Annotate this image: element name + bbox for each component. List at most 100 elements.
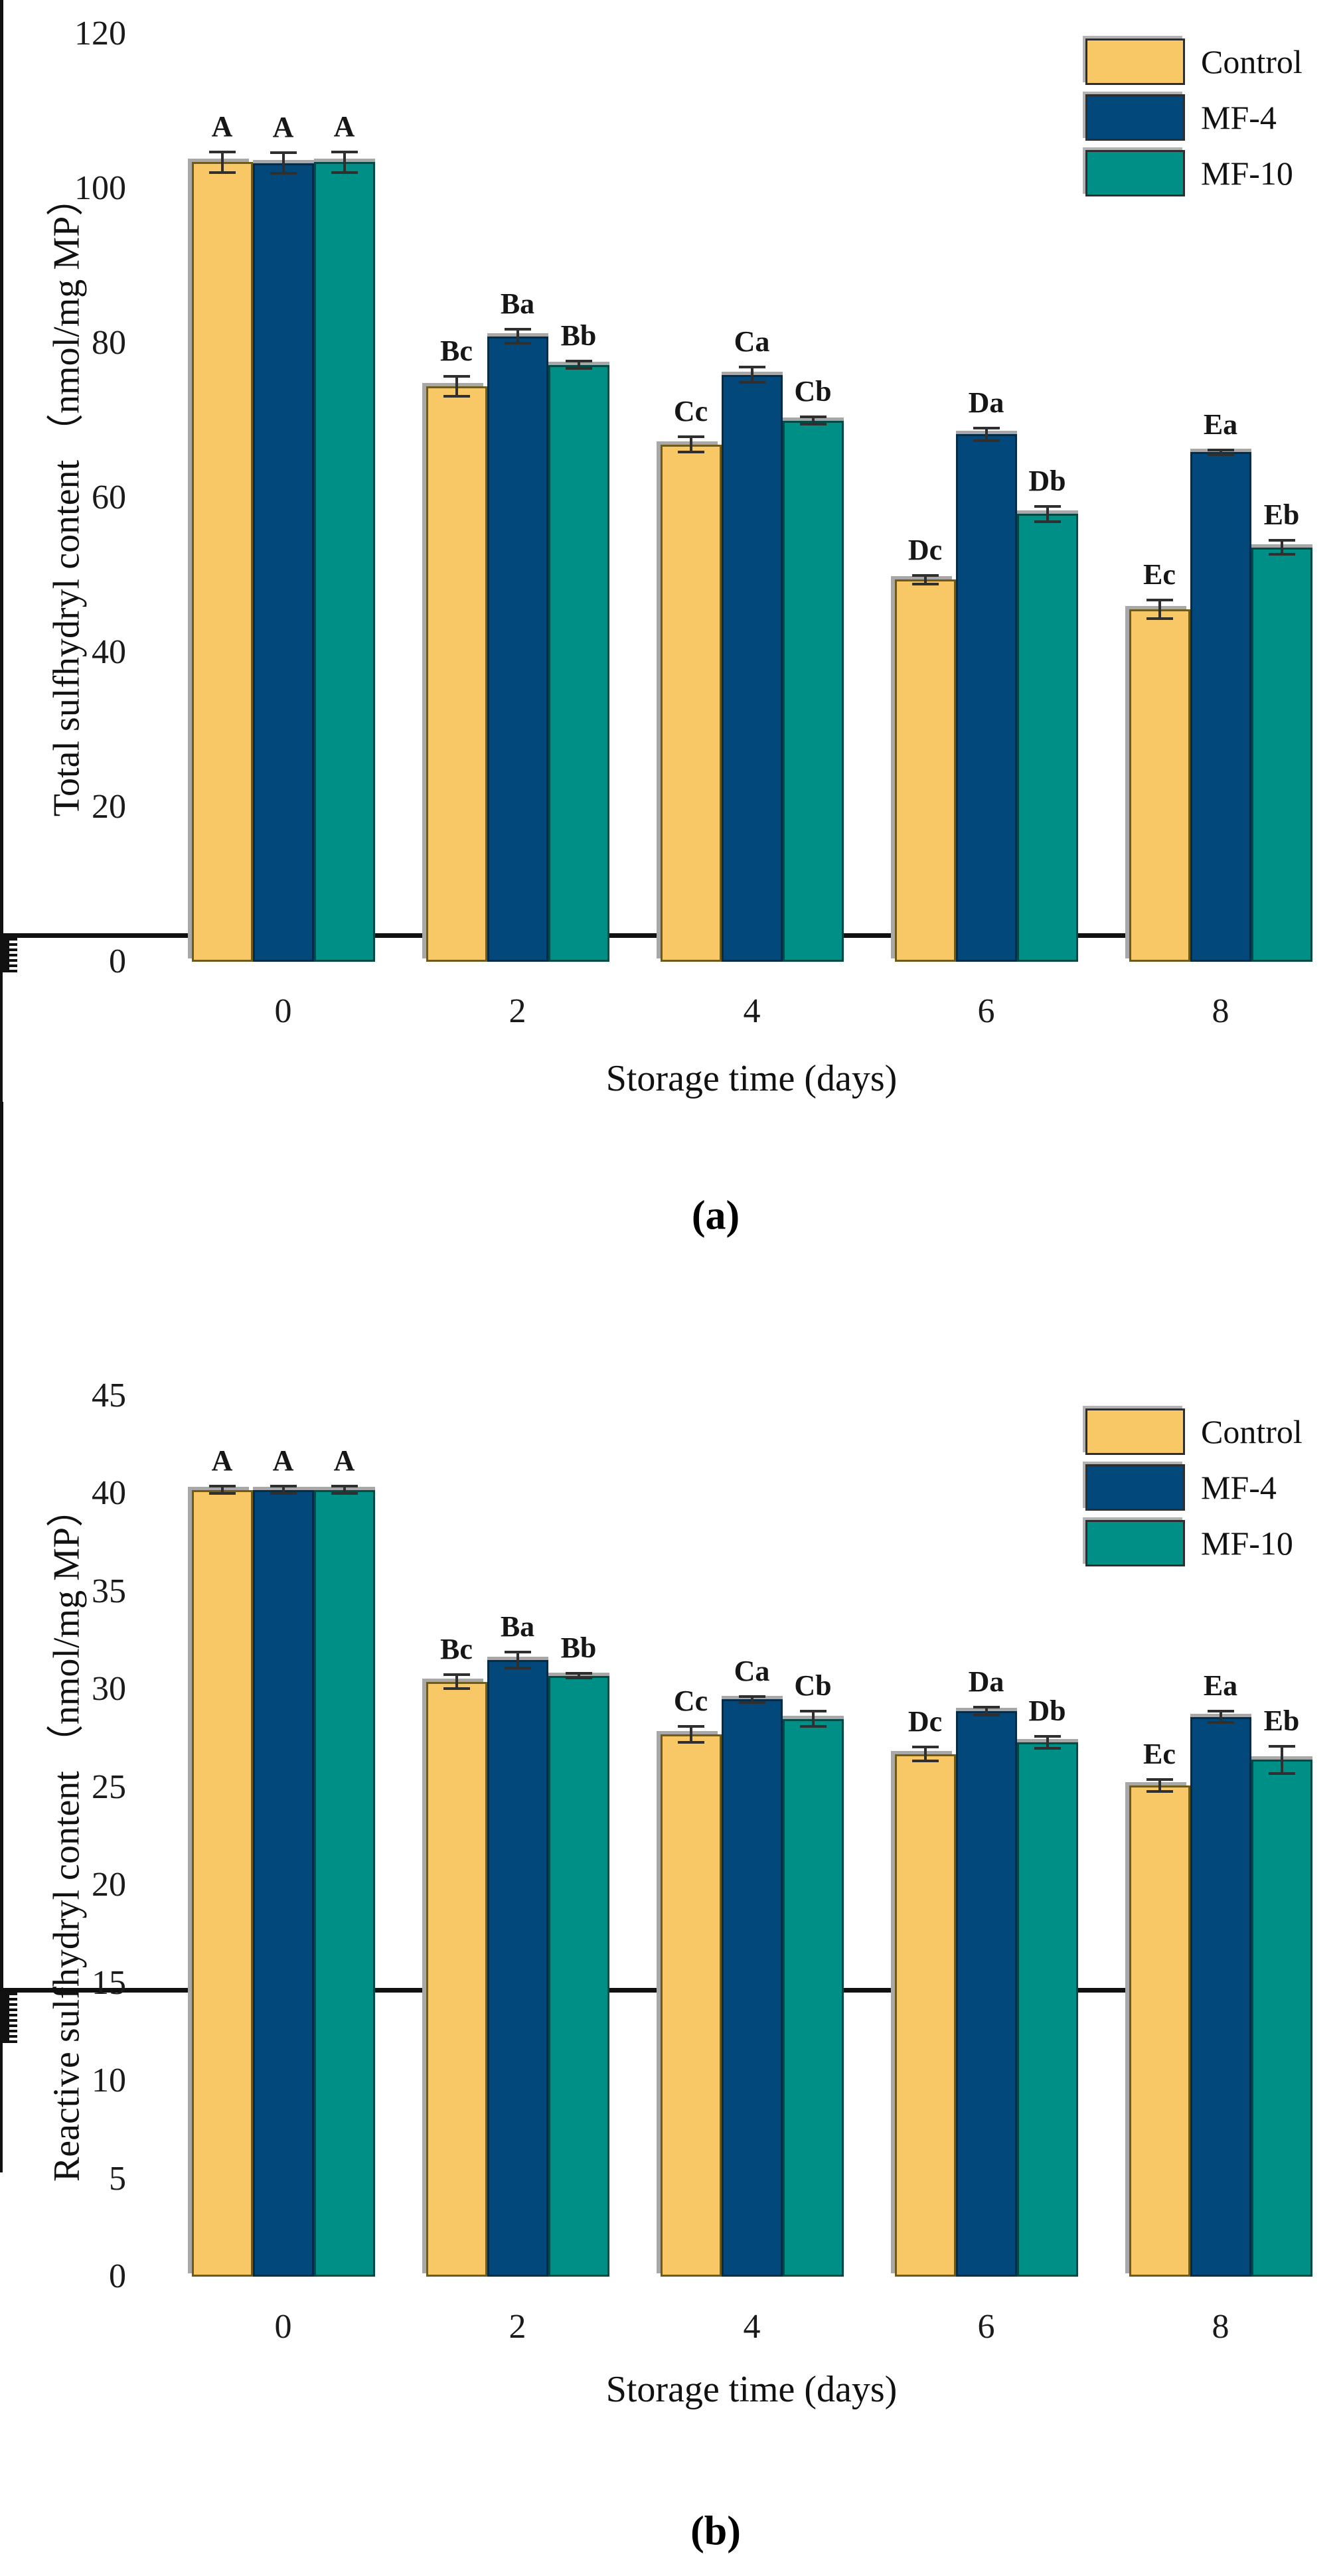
- error-bar-control-day0: [220, 1485, 224, 1494]
- y-major-tick-b: [0, 1993, 17, 1995]
- y-minor-tick-a: [0, 951, 9, 954]
- y-tick-label-a: 80: [92, 324, 126, 362]
- x-minor-tick-a: [0, 1093, 3, 1102]
- x-minor-tick-b: [0, 2129, 3, 2138]
- bar-control-day6: [894, 1754, 956, 2277]
- error-cap-top-mf-4-day6: [973, 427, 1000, 430]
- bar-mf-10-day8: [1251, 1760, 1312, 2277]
- error-cap-bottom-control-day8: [1146, 1789, 1173, 1793]
- x-tick-label-a: 2: [509, 992, 526, 1030]
- error-cap-top-mf-4-day8: [1207, 1709, 1234, 1712]
- y-tick-label-a: 40: [92, 633, 126, 671]
- error-cap-bottom-mf-10-day4: [799, 1725, 827, 1728]
- error-bar-control-day6: [923, 575, 927, 585]
- sig-label-mf-10-day2: Bb: [560, 319, 597, 352]
- sig-label-mf-10-day0: A: [333, 110, 355, 143]
- legend-swatch-mf-10-b: [1085, 1520, 1185, 1566]
- bar-mf-10-day0: [313, 162, 375, 962]
- error-cap-bottom-mf-4-day8: [1207, 453, 1234, 456]
- y-tick-label-a: 60: [92, 479, 126, 516]
- y-major-tick-a: [0, 938, 17, 941]
- error-cap-top-mf-4-day6: [973, 1705, 1000, 1708]
- y-tick-label-a: 20: [92, 788, 126, 826]
- error-cap-top-control-day2: [443, 1673, 470, 1677]
- error-bar-control-day4: [689, 436, 692, 453]
- error-bar-mf-4-day6: [985, 1706, 988, 1715]
- y-major-tick-b: [0, 2024, 17, 2027]
- x-major-tick-b: [0, 2060, 3, 2078]
- x-axis-title-a: Storage time (days): [605, 1058, 898, 1099]
- legend-label-mf-4-a: MF-4: [1201, 99, 1277, 136]
- y-minor-tick-b: [0, 2001, 9, 2003]
- bar-mf-10-day8: [1251, 547, 1312, 962]
- x-minor-tick-a: [0, 1076, 3, 1085]
- y-major-tick-b: [0, 2008, 17, 2011]
- y-minor-tick-b: [0, 2027, 9, 2030]
- y-major-tick-a: [0, 954, 17, 956]
- y-tick-label-b: 15: [92, 1963, 126, 2002]
- bar-mf-10-day6: [1016, 514, 1078, 962]
- error-cap-top-mf-10-day2: [565, 1672, 592, 1675]
- error-cap-top-control-day0: [208, 151, 236, 154]
- error-cap-bottom-control-day6: [911, 583, 939, 586]
- legend-label-mf-10-a: MF-10: [1201, 155, 1293, 192]
- y-minor-tick-b: [0, 2011, 9, 2014]
- bar-control-day8: [1129, 1785, 1190, 2277]
- bar-control-day2: [426, 1681, 487, 2277]
- sig-label-mf-4-day6: Da: [968, 1665, 1004, 1698]
- error-cap-top-control-day4: [677, 435, 704, 438]
- error-cap-top-control-day2: [443, 375, 470, 378]
- error-bar-mf-10-day8: [1280, 1746, 1283, 1774]
- x-major-tick-a: [0, 990, 3, 1007]
- error-bar-mf-4-day2: [516, 329, 519, 343]
- error-bar-control-day2: [455, 1675, 458, 1689]
- bar-mf-4-day6: [955, 1710, 1017, 2277]
- error-cap-top-mf-10-day4: [799, 415, 827, 418]
- y-minor-tick-b: [0, 2016, 9, 2019]
- x-major-tick-b: [0, 2112, 3, 2129]
- y-major-tick-a: [0, 970, 17, 972]
- bar-mf-10-day6: [1016, 1742, 1078, 2277]
- error-cap-top-mf-10-day2: [565, 359, 592, 362]
- bar-mf-10-day4: [782, 420, 844, 962]
- error-cap-top-mf-10-day0: [331, 151, 358, 154]
- sig-label-mf-4-day2: Ba: [500, 1610, 535, 1643]
- y-tick-label-b: 40: [92, 1474, 126, 1513]
- error-bar-mf-10-day4: [811, 416, 815, 425]
- error-cap-bottom-control-day2: [443, 1687, 470, 1690]
- error-bar-control-day2: [455, 376, 458, 397]
- error-cap-top-control-day6: [911, 573, 939, 577]
- x-tick-label-a: 0: [274, 992, 292, 1030]
- x-tick-label-a: 6: [977, 992, 995, 1030]
- error-cap-bottom-control-day8: [1146, 617, 1173, 620]
- bar-mf-10-day4: [782, 1718, 844, 2277]
- sig-label-mf-4-day0: A: [272, 1444, 294, 1477]
- y-major-tick-a: [0, 948, 17, 951]
- y-major-tick-b: [0, 2014, 17, 2016]
- x-minor-tick-a: [0, 1085, 3, 1093]
- sig-label-control-day8: Ec: [1143, 558, 1176, 591]
- panel-caption-a: (a): [691, 1193, 740, 1239]
- sig-label-control-day0: A: [211, 1444, 233, 1477]
- error-cap-bottom-mf-4-day0: [270, 171, 297, 175]
- y-minor-tick-b: [0, 2022, 9, 2024]
- sig-label-control-day2: Bc: [440, 1633, 473, 1666]
- error-bar-mf-10-day0: [343, 1485, 346, 1494]
- panel-caption-b: (b): [690, 2508, 741, 2554]
- bar-mf-4-day2: [487, 336, 548, 962]
- error-bar-mf-4-day8: [1219, 449, 1222, 455]
- x-major-tick-a: [0, 972, 3, 990]
- error-cap-bottom-control-day2: [443, 395, 470, 398]
- x-minor-tick-a: [0, 1059, 3, 1067]
- y-tick-label-b: 5: [109, 2159, 126, 2198]
- legend-label-mf-10-b: MF-10: [1201, 1525, 1293, 1562]
- error-cap-bottom-mf-4-day6: [973, 1713, 1000, 1716]
- error-cap-bottom-mf-4-day4: [738, 1701, 765, 1704]
- error-cap-top-control-day0: [208, 1484, 236, 1487]
- x-major-tick-a: [0, 1041, 3, 1059]
- bar-mf-4-day8: [1190, 1716, 1251, 2277]
- error-cap-bottom-mf-10-day0: [331, 171, 358, 174]
- x-minor-tick-b: [0, 2155, 3, 2164]
- y-tick-label-b: 10: [92, 2062, 126, 2100]
